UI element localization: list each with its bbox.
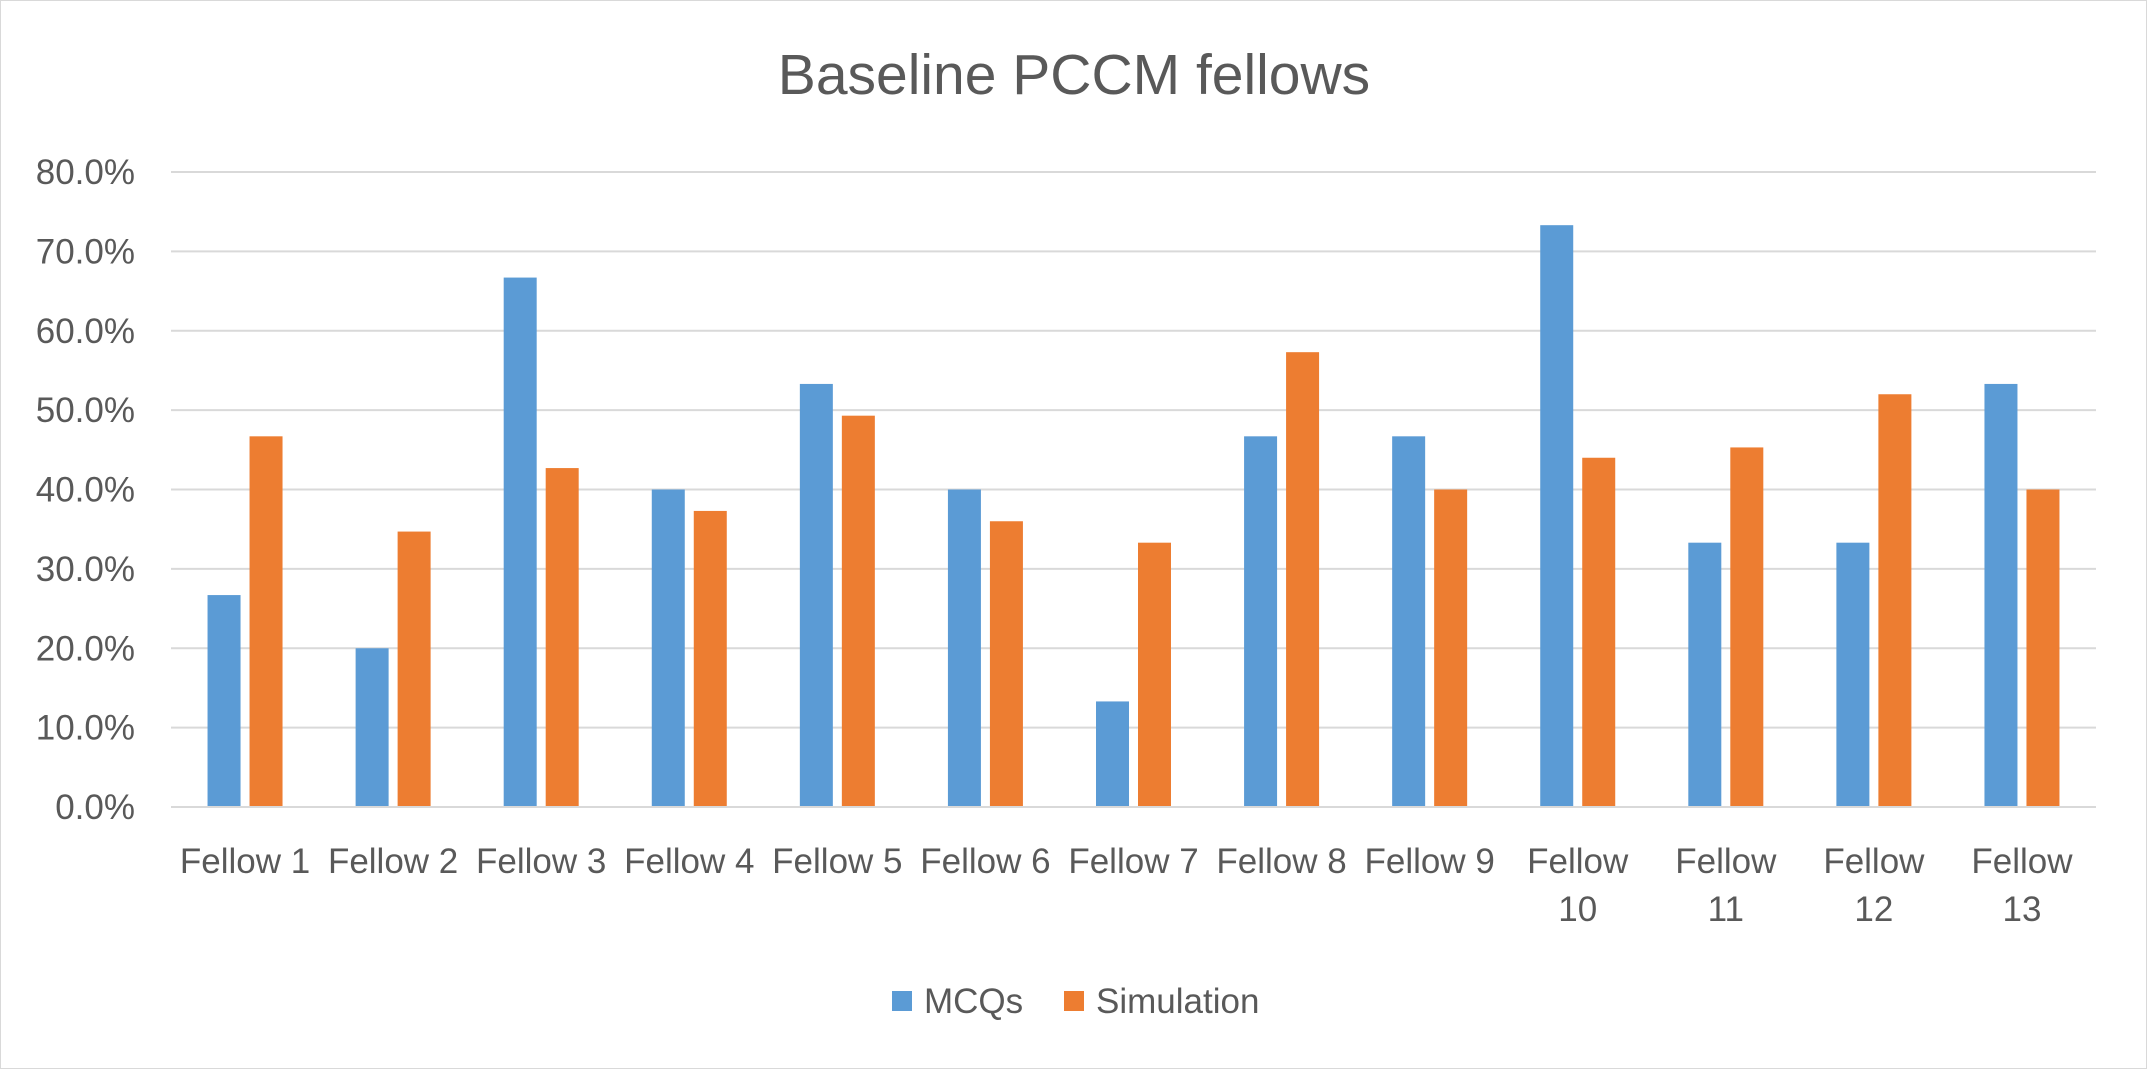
x-tick-label: Fellow [1823,842,1925,881]
y-tick-label: 0.0% [55,788,135,827]
x-tick-label: Fellow 3 [476,842,606,881]
bar-simulation-12 [1878,394,1912,807]
bar-mcqs-5 [799,383,833,807]
x-tick-label: Fellow [1527,842,1629,881]
bar-simulation-6 [989,521,1023,807]
x-tick-label: Fellow 6 [920,842,1050,881]
bars [207,225,2060,808]
x-tick-label: Fellow 5 [772,842,902,881]
y-tick-label: 20.0% [36,629,135,668]
bar-mcqs-9 [1392,436,1426,807]
bar-mcqs-8 [1244,436,1278,807]
y-tick-label: 60.0% [36,312,135,351]
x-tick-label: Fellow [1971,842,2073,881]
x-tick-label: Fellow 4 [624,842,754,881]
x-tick-label: Fellow 8 [1216,842,1346,881]
bar-mcqs-4 [651,489,685,807]
legend-label-mcqs: MCQs [924,982,1023,1021]
bar-simulation-1 [249,436,283,807]
bar-simulation-4 [693,510,727,807]
y-tick-label: 70.0% [36,232,135,271]
x-tick-label: Fellow 7 [1068,842,1198,881]
chart-title: Baseline PCCM fellows [778,43,1370,107]
x-tick-label: Fellow 9 [1364,842,1494,881]
bar-simulation-5 [841,415,875,807]
bar-mcqs-2 [355,648,389,807]
x-axis-ticks: Fellow 1 Fellow 2 Fellow 3 Fellow 4 Fellow 5… [180,842,2073,929]
y-tick-label: 50.0% [36,391,135,430]
x-tick-label: Fellow 1 [180,842,310,881]
x-tick-label: 11 [1708,890,1744,929]
bar-mcqs-10 [1540,225,1574,807]
x-tick-label: 10 [1558,890,1597,929]
bar-mcqs-3 [503,277,537,808]
bar-simulation-10 [1582,457,1616,807]
bar-simulation-7 [1138,542,1171,807]
bar-simulation-13 [2026,489,2060,807]
x-tick-label: 12 [1854,890,1893,929]
bar-simulation-11 [1730,447,1764,807]
x-tick-label: Fellow [1675,842,1777,881]
y-axis-ticks: 0.0% 10.0% 20.0% 30.0% 40.0% 50.0% 60.0% 70.0% 8… [36,153,135,827]
bar-mcqs-7 [1096,701,1129,807]
x-tick-label: Fellow 2 [328,842,458,881]
legend-swatch-simulation [1064,991,1084,1011]
y-tick-label: 30.0% [36,550,135,589]
bar-mcqs-12 [1836,542,1870,807]
bar-simulation-8 [1286,352,1320,807]
legend: MCQs Simulation [892,982,1259,1021]
bar-simulation-9 [1434,489,1468,807]
bar-mcqs-13 [1984,383,2018,807]
bar-simulation-2 [397,531,431,807]
y-tick-label: 10.0% [36,709,135,748]
x-tick-label: 13 [2002,890,2041,929]
gridlines [171,171,2096,729]
bar-mcqs-1 [207,595,241,807]
y-tick-label: 80.0% [36,153,135,192]
bar-simulation-3 [545,468,579,807]
bar-mcqs-6 [947,489,981,807]
legend-label-simulation: Simulation [1096,982,1259,1021]
bar-mcqs-11 [1688,542,1722,807]
legend-swatch-mcqs [892,991,912,1011]
y-tick-label: 40.0% [36,471,135,510]
